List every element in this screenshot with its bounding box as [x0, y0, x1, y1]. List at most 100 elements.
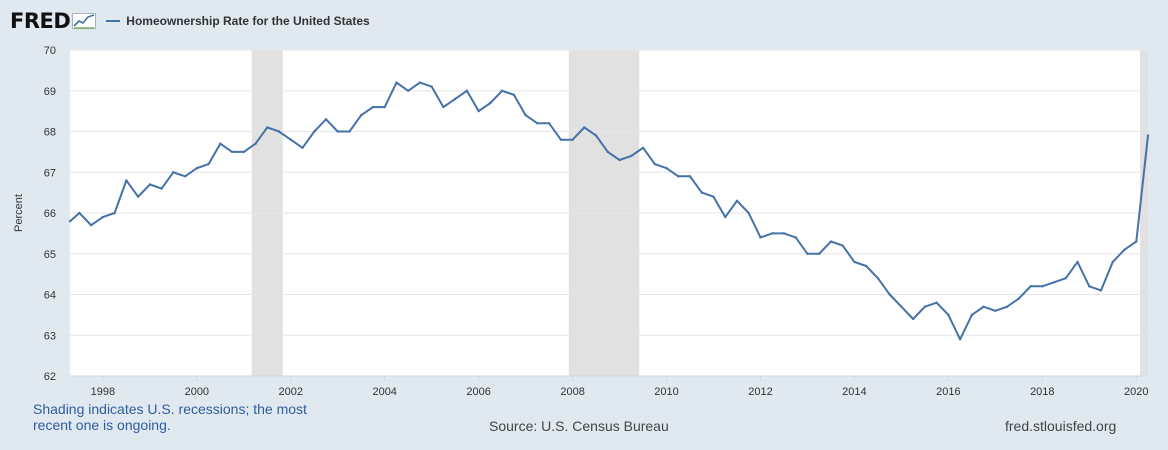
- data-point: [242, 150, 245, 154]
- data-point: [1146, 134, 1150, 137]
- data-point: [982, 305, 985, 308]
- data-point: [806, 252, 809, 255]
- data-point: [724, 215, 727, 219]
- source-credit: Source: U.S. Census Bureau: [489, 418, 669, 434]
- line-chart: 62 63 64 65 66 67 68 69 70 1998 2000 2002 2004 2006 20…: [13, 45, 1150, 398]
- data-point: [911, 317, 915, 321]
- data-point: [1135, 240, 1138, 243]
- y-tick-label: 65: [44, 249, 56, 261]
- data-point: [747, 211, 750, 215]
- data-point: [771, 232, 774, 235]
- data-point: [219, 142, 222, 145]
- y-tick-label: 70: [44, 45, 56, 57]
- x-tick-label: 2020: [1124, 386, 1148, 398]
- data-point: [794, 236, 797, 239]
- data-point: [148, 183, 152, 186]
- data-point: [559, 138, 563, 141]
- fred-logo[interactable]: FRED: [10, 9, 71, 33]
- data-point: [477, 109, 480, 113]
- data-point: [78, 211, 81, 215]
- data-point: [500, 89, 504, 92]
- data-point: [1076, 260, 1079, 264]
- fred-graph-icon: [72, 13, 97, 29]
- y-tick-label: 68: [44, 127, 56, 139]
- data-point: [266, 126, 269, 129]
- data-point: [136, 195, 140, 198]
- data-point: [418, 81, 422, 84]
- x-tick-label: 2000: [185, 386, 209, 398]
- data-point: [195, 166, 199, 170]
- data-point: [348, 130, 351, 133]
- data-point: [594, 134, 598, 137]
- data-point: [207, 162, 210, 166]
- data-point: [829, 240, 833, 243]
- legend-line-swatch: [106, 20, 121, 22]
- data-point: [230, 150, 234, 154]
- data-point: [113, 211, 116, 215]
- y-axis-label: Percent: [13, 194, 25, 232]
- data-point: [935, 301, 938, 304]
- x-tick-label: 2016: [936, 386, 960, 398]
- site-url[interactable]: fred.stlouisfed.org: [1005, 418, 1117, 434]
- data-point: [1052, 281, 1056, 284]
- data-point: [489, 101, 492, 105]
- x-tick-label: 2010: [654, 386, 678, 398]
- data-point: [395, 81, 398, 84]
- data-point: [289, 138, 292, 141]
- data-point: [700, 191, 703, 194]
- y-tick-label: 67: [44, 167, 56, 179]
- data-point: [618, 158, 621, 162]
- data-point: [923, 305, 927, 308]
- data-point: [853, 260, 856, 264]
- data-point: [1111, 260, 1114, 264]
- data-point: [841, 244, 844, 247]
- data-point: [254, 142, 257, 145]
- data-point: [1099, 289, 1103, 292]
- data-point: [125, 179, 128, 182]
- y-tick-label: 63: [44, 330, 56, 342]
- data-point: [653, 162, 656, 166]
- x-tick-label: 2004: [372, 386, 396, 398]
- data-point: [994, 309, 997, 312]
- data-point: [1064, 277, 1067, 280]
- x-tick-label: 2002: [279, 386, 303, 398]
- data-point: [453, 97, 457, 101]
- data-point: [524, 114, 527, 117]
- data-point: [68, 219, 72, 223]
- data-point: [301, 146, 304, 149]
- data-point: [876, 277, 880, 280]
- data-point: [324, 118, 328, 121]
- data-point: [430, 85, 433, 88]
- data-point: [1029, 285, 1032, 288]
- y-tick-label: 64: [44, 290, 56, 302]
- data-point: [536, 122, 539, 125]
- data-point: [547, 122, 551, 125]
- data-point: [888, 293, 891, 296]
- x-tick-label: 1998: [91, 386, 115, 398]
- data-point: [1123, 248, 1126, 251]
- data-point: [360, 114, 363, 117]
- y-tick-label: 69: [44, 86, 56, 98]
- data-point: [512, 93, 516, 97]
- data-point: [1005, 305, 1009, 308]
- data-point: [406, 89, 410, 92]
- data-point: [630, 154, 633, 158]
- x-tick-label: 2012: [748, 386, 772, 398]
- x-tick-label: 2006: [466, 386, 490, 398]
- data-point: [277, 130, 281, 133]
- data-point: [583, 126, 586, 129]
- data-point: [712, 195, 715, 198]
- data-point: [371, 105, 375, 109]
- data-point: [1041, 285, 1044, 288]
- data-point: [665, 166, 668, 170]
- data-point: [864, 264, 868, 268]
- data-point: [383, 105, 386, 109]
- data-point: [970, 313, 974, 317]
- legend-series-label: Homeownership Rate for the United States: [126, 14, 370, 28]
- x-tick-label: 2014: [842, 386, 866, 398]
- data-point: [313, 130, 316, 133]
- data-point: [1088, 285, 1091, 288]
- data-point: [641, 146, 645, 149]
- x-tick-label: 2018: [1030, 386, 1054, 398]
- data-point: [101, 215, 105, 219]
